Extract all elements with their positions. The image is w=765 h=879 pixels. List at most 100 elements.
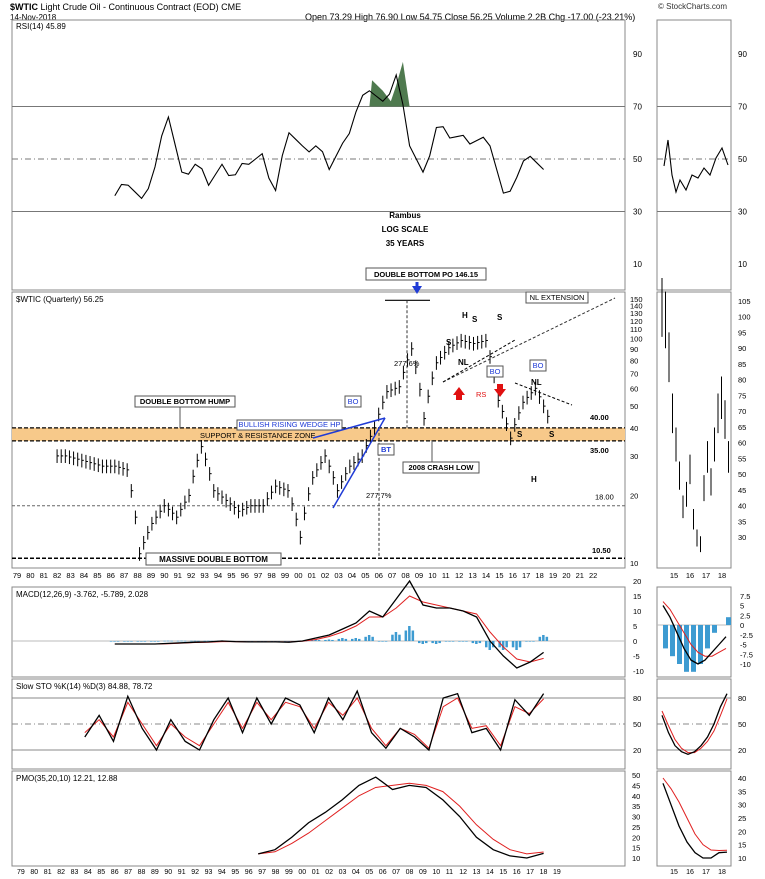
- macd-histogram-bar: [532, 641, 535, 642]
- copyright: © StockCharts.com: [658, 2, 728, 11]
- x-tick-label: 16: [509, 571, 517, 580]
- pmo-signal-line: [258, 782, 544, 855]
- pmo-tick-label: 15: [632, 844, 640, 853]
- macd-histogram-bar: [337, 638, 341, 641]
- x-tick-label: 91: [174, 571, 182, 580]
- x-tick-label: 04: [348, 571, 356, 580]
- x-tick-label: 95: [227, 571, 235, 580]
- macd-histogram-bar: [150, 641, 153, 642]
- macd-histogram-bar: [277, 641, 281, 642]
- macd-histogram-bar: [398, 634, 401, 641]
- bottom-x-tick-label: 82: [57, 869, 65, 876]
- bottom-x-tick-label: 17: [526, 869, 534, 876]
- rsi-tick-label: 70: [633, 103, 642, 112]
- bottom-x-tick-label: 10: [432, 869, 440, 876]
- x-tick-label: 13: [468, 571, 476, 580]
- right-x-tick-label: 17: [702, 571, 710, 580]
- macd-histogram-bar: [344, 638, 348, 641]
- macd-histogram-bar: [130, 641, 133, 642]
- macd-histogram-bar: [116, 641, 120, 642]
- macd-histogram-bar: [143, 641, 147, 642]
- head-label: H: [462, 311, 468, 320]
- macd-histogram-bar: [471, 641, 475, 644]
- level-40-label: 40.00: [590, 413, 609, 422]
- pmo-tick-label: 35: [632, 802, 640, 811]
- x-tick-label: 99: [281, 571, 289, 580]
- bottom-x-tick-label: 87: [124, 869, 132, 876]
- macd-histogram-bar: [448, 641, 451, 642]
- macd-histogram-bar: [351, 638, 354, 641]
- double-bottom-po-label: DOUBLE BOTTOM PO 146.15: [374, 270, 478, 279]
- rsi-label: RSI(14) 45.89: [16, 22, 66, 31]
- bottom-x-tick-label: 84: [84, 869, 92, 876]
- macd-histogram-bar: [180, 640, 183, 642]
- macd-histogram-bar: [485, 641, 488, 648]
- bottom-x-tick-label: 80: [30, 869, 38, 876]
- macd-panel-frame: [11, 586, 626, 678]
- macd-right-histogram-bar: [670, 625, 675, 657]
- x-tick-label: 96: [241, 571, 249, 580]
- macd-right-tick-label: -5: [740, 641, 747, 650]
- bo-label-1: BO: [348, 397, 359, 406]
- macd-histogram-bar: [354, 638, 357, 641]
- red-down-arrow-stem: [497, 384, 503, 389]
- macd-histogram-bar: [391, 634, 394, 641]
- x-tick-label: 79: [13, 571, 21, 580]
- sto-right-k-line: [661, 693, 728, 756]
- level-35-label: 35.00: [590, 446, 609, 455]
- macd-histogram-bar: [140, 641, 143, 642]
- macd-histogram-bar: [364, 636, 367, 641]
- macd-histogram-bar: [183, 640, 187, 642]
- macd-right-tick-label: -10: [740, 660, 751, 669]
- x-tick-label: 93: [200, 571, 208, 580]
- macd-tick-label: 5: [633, 622, 637, 631]
- macd-right-tick-label: -2.5: [740, 631, 753, 640]
- x-tick-label: 10: [428, 571, 436, 580]
- x-tick-label: 82: [53, 571, 61, 580]
- bottom-x-tick-label: 81: [44, 869, 52, 876]
- bottom-x-tick-label: 13: [473, 869, 481, 876]
- macd-histogram-bar: [394, 632, 398, 641]
- macd-right-histogram-bar: [677, 625, 682, 664]
- bottom-right-x-tick-label: 15: [670, 869, 678, 876]
- right-x-tick-label: 16: [686, 571, 694, 580]
- pmo-panel-frame: [11, 770, 626, 867]
- bottom-right-x-tick-label: 18: [718, 869, 726, 876]
- macd-histogram-bar: [542, 635, 545, 641]
- bottom-x-tick-label: 91: [178, 869, 186, 876]
- macd-histogram-bar: [538, 636, 542, 641]
- macd-histogram-bar: [324, 639, 327, 641]
- x-tick-label: 01: [308, 571, 316, 580]
- bottom-x-tick-label: 03: [339, 869, 347, 876]
- inv-shoulder-right: S: [549, 430, 555, 439]
- crash-low-label-box: [402, 461, 480, 474]
- bottom-x-tick-label: 86: [111, 869, 119, 876]
- x-tick-label: 84: [80, 571, 88, 580]
- macd-histogram-bar: [193, 640, 197, 642]
- price-tick-label: 80: [630, 356, 638, 365]
- support-resistance-label: SUPPORT & RESISTANCE ZONE: [200, 431, 315, 440]
- price-panel-right-frame: [656, 291, 732, 569]
- bottom-x-tick-label: 16: [513, 869, 521, 876]
- bottom-x-tick-label: 11: [446, 869, 453, 876]
- nl-extension-line: [442, 297, 616, 383]
- macd-histogram-bar: [434, 641, 438, 644]
- crash-low-label: 2008 CRASH LOW: [408, 463, 474, 472]
- wedge-lower-line: [332, 417, 386, 509]
- right-price-tick-label: 45: [738, 486, 746, 495]
- rsi-right-line: [663, 139, 729, 195]
- pct-down-label: 277.7%: [366, 491, 392, 500]
- pmo-right-line: [662, 783, 728, 859]
- macd-histogram-bar: [488, 641, 491, 650]
- right-price-tick-label: 40: [738, 502, 746, 511]
- wedge-upper-line: [312, 417, 386, 439]
- right-price-tick-label: 35: [738, 517, 746, 526]
- macd-histogram-bar: [501, 641, 505, 650]
- sto-tick-label: 20: [633, 746, 641, 755]
- macd-histogram-bar: [190, 640, 193, 642]
- macd-histogram-bar: [136, 641, 140, 642]
- macd-histogram-bar: [498, 641, 501, 648]
- price-tick-label: 70: [630, 369, 638, 378]
- macd-tick-label: -5: [633, 652, 640, 661]
- price-tick-label: 40: [630, 424, 638, 433]
